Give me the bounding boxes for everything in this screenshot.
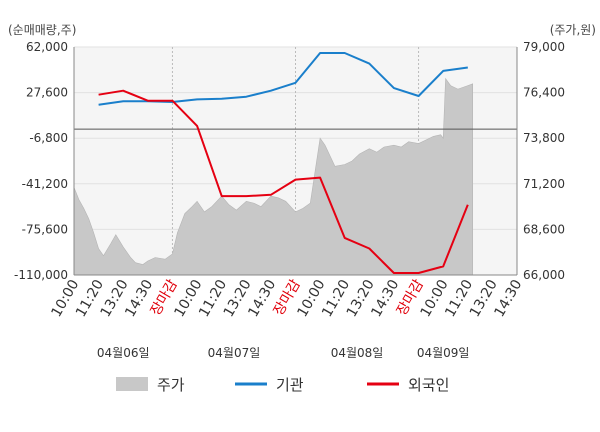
legend-label: 기관 [276,376,304,394]
left-y-tick-label: -75,600 [22,222,68,236]
right-y-tick-label: 68,600 [523,222,565,236]
foreigner-line [98,89,469,274]
left-y-tick-label: 62,000 [26,40,68,54]
legend-label: 주가 [157,376,185,394]
left-y-tick-label: 27,600 [26,86,68,100]
date-label: 04월06일 [97,346,150,360]
price-area-layer [73,77,517,276]
left-y-tick-label: -110,000 [14,268,68,282]
right-y-tick-label: 73,800 [523,131,565,145]
axis-layer: 62,000 27,600 -6,800 -41,200 -75,600 -110,000… [14,40,565,360]
legend-label: 외국인 [408,376,449,394]
right-axis-unit: (주가,원) [550,23,596,37]
right-y-tick-label: 79,000 [523,40,565,54]
date-label: 04월07일 [208,346,261,360]
left-y-tick-label: -6,800 [29,131,68,145]
left-axis-unit: (순매매량,주) [8,23,76,37]
right-y-tick-label: 66,000 [523,268,565,282]
right-y-tick-label: 71,200 [523,177,565,191]
legend: 주가 기관 외국인 [116,376,449,394]
legend-swatch-price [116,377,148,391]
price-area [73,77,473,276]
left-y-tick-label: -41,200 [22,177,68,191]
flow-line-layer [98,52,469,274]
date-label: 04월08일 [331,346,384,360]
right-y-tick-label: 76,400 [523,86,565,100]
date-label: 04월09일 [417,346,470,360]
